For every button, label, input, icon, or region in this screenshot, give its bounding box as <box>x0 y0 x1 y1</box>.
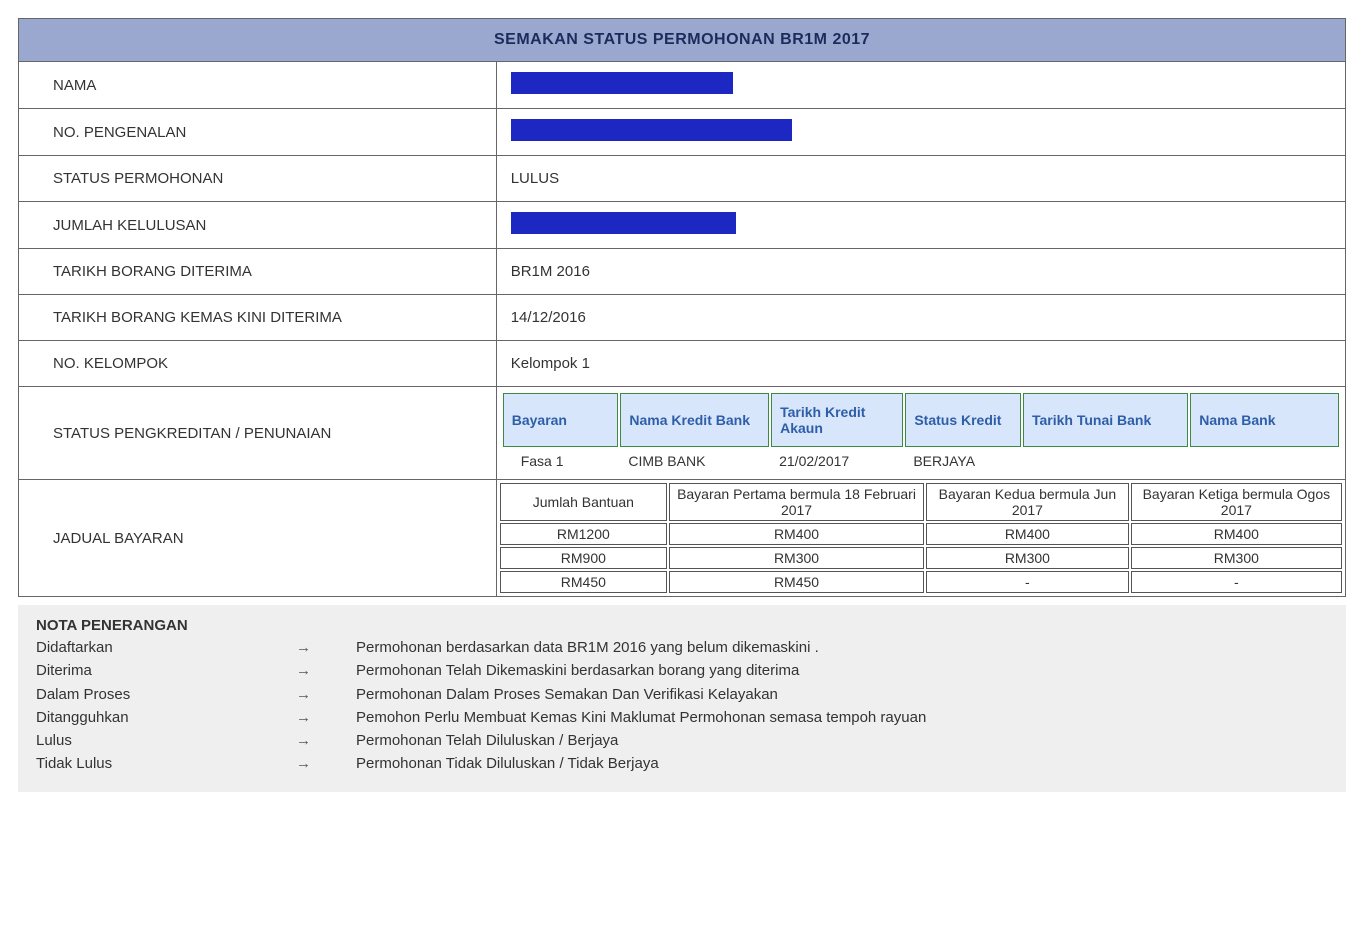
row-jadual: JADUAL BAYARAN Jumlah Bantuan Bayaran Pe… <box>19 480 1346 597</box>
credit-col-nama-bank: Nama Bank <box>1190 393 1339 447</box>
schedule-cell: Jumlah Bantuan Bayaran Pertama bermula 1… <box>496 480 1345 597</box>
credit-row-tarikh-kredit: 21/02/2017 <box>771 449 903 473</box>
credit-row-nama-bank <box>1190 449 1339 473</box>
row-nama: NAMA <box>19 62 1346 109</box>
redacted-jumlah <box>511 212 736 234</box>
sched-r2-jumlah: RM450 <box>500 571 667 593</box>
arrow-icon: → <box>296 636 356 659</box>
notes-desc: Permohonan berdasarkan data BR1M 2016 ya… <box>356 636 1328 659</box>
sched-col-p1: Bayaran Pertama bermula 18 Februari 2017 <box>669 483 924 521</box>
arrow-icon: → <box>296 729 356 752</box>
row-tarikh-borang: TARIKH BORANG DITERIMA BR1M 2016 <box>19 249 1346 295</box>
notes-term: Dalam Proses <box>36 683 296 706</box>
row-ic: NO. PENGENALAN <box>19 109 1346 156</box>
notes-desc: Permohonan Tidak Diluluskan / Tidak Berj… <box>356 752 1328 775</box>
sched-col-p3: Bayaran Ketiga bermula Ogos 2017 <box>1131 483 1342 521</box>
sched-r1-p2: RM300 <box>926 547 1129 569</box>
notes-panel: NOTA PENERANGAN Didaftarkan → Permohonan… <box>18 605 1346 792</box>
sched-r1-p3: RM300 <box>1131 547 1342 569</box>
sched-r0-p3: RM400 <box>1131 523 1342 545</box>
row-kelompok: NO. KELOMPOK Kelompok 1 <box>19 341 1346 387</box>
label-kredit: STATUS PENGKREDITAN / PENUNAIAN <box>19 387 497 480</box>
label-tarikh-kemas: TARIKH BORANG KEMAS KINI DITERIMA <box>19 295 497 341</box>
sched-r1-p1: RM300 <box>669 547 924 569</box>
credit-col-nama-kredit: Nama Kredit Bank <box>620 393 769 447</box>
credit-row-status-kredit: BERJAYA <box>905 449 1021 473</box>
sched-row: RM1200 RM400 RM400 RM400 <box>500 523 1342 545</box>
credit-table: Bayaran Nama Kredit Bank Tarikh Kredit A… <box>501 391 1341 475</box>
sched-r2-p2: - <box>926 571 1129 593</box>
notes-row: Ditangguhkan → Pemohon Perlu Membuat Kem… <box>36 706 1328 729</box>
arrow-icon: → <box>296 752 356 775</box>
label-status: STATUS PERMOHONAN <box>19 156 497 202</box>
arrow-icon: → <box>296 706 356 729</box>
notes-row: Tidak Lulus → Permohonan Tidak Diluluska… <box>36 752 1328 775</box>
notes-row: Lulus → Permohonan Telah Diluluskan / Be… <box>36 729 1328 752</box>
notes-desc: Pemohon Perlu Membuat Kemas Kini Makluma… <box>356 706 1328 729</box>
row-tarikh-kemas: TARIKH BORANG KEMAS KINI DITERIMA 14/12/… <box>19 295 1346 341</box>
redacted-ic <box>511 119 792 141</box>
credit-cell: Bayaran Nama Kredit Bank Tarikh Kredit A… <box>496 387 1345 480</box>
value-kelompok: Kelompok 1 <box>496 341 1345 387</box>
value-nama <box>496 62 1345 109</box>
notes-desc: Permohonan Dalam Proses Semakan Dan Veri… <box>356 683 1328 706</box>
label-nama: NAMA <box>19 62 497 109</box>
status-table: SEMAKAN STATUS PERMOHONAN BR1M 2017 NAMA… <box>18 18 1346 597</box>
label-jadual: JADUAL BAYARAN <box>19 480 497 597</box>
notes-desc: Permohonan Telah Dikemaskini berdasarkan… <box>356 659 1328 682</box>
credit-col-tarikh-kredit: Tarikh Kredit Akaun <box>771 393 903 447</box>
sched-col-jumlah: Jumlah Bantuan <box>500 483 667 521</box>
sched-r2-p1: RM450 <box>669 571 924 593</box>
notes-term: Lulus <box>36 729 296 752</box>
notes-title: NOTA PENERANGAN <box>36 617 1328 634</box>
label-jumlah: JUMLAH KELULUSAN <box>19 202 497 249</box>
value-jumlah <box>496 202 1345 249</box>
redacted-nama <box>511 72 733 94</box>
notes-term: Diterima <box>36 659 296 682</box>
row-jumlah: JUMLAH KELULUSAN <box>19 202 1346 249</box>
credit-row: Fasa 1 CIMB BANK 21/02/2017 BERJAYA <box>503 449 1339 473</box>
arrow-icon: → <box>296 659 356 682</box>
notes-term: Ditangguhkan <box>36 706 296 729</box>
notes-row: Didaftarkan → Permohonan berdasarkan dat… <box>36 636 1328 659</box>
label-tarikh-borang: TARIKH BORANG DITERIMA <box>19 249 497 295</box>
notes-desc: Permohonan Telah Diluluskan / Berjaya <box>356 729 1328 752</box>
value-tarikh-borang: BR1M 2016 <box>496 249 1345 295</box>
credit-col-status-kredit: Status Kredit <box>905 393 1021 447</box>
schedule-table: Jumlah Bantuan Bayaran Pertama bermula 1… <box>498 481 1344 595</box>
credit-row-bayaran: Fasa 1 <box>503 449 619 473</box>
row-kredit: STATUS PENGKREDITAN / PENUNAIAN Bayaran … <box>19 387 1346 480</box>
sched-r1-jumlah: RM900 <box>500 547 667 569</box>
sched-r0-jumlah: RM1200 <box>500 523 667 545</box>
notes-term: Tidak Lulus <box>36 752 296 775</box>
arrow-icon: → <box>296 683 356 706</box>
notes-row: Dalam Proses → Permohonan Dalam Proses S… <box>36 683 1328 706</box>
page-title: SEMAKAN STATUS PERMOHONAN BR1M 2017 <box>19 19 1346 62</box>
credit-row-tarikh-tunai <box>1023 449 1188 473</box>
value-ic <box>496 109 1345 156</box>
value-status: LULUS <box>496 156 1345 202</box>
value-tarikh-kemas: 14/12/2016 <box>496 295 1345 341</box>
credit-row-nama-kredit: CIMB BANK <box>620 449 769 473</box>
sched-r0-p2: RM400 <box>926 523 1129 545</box>
label-ic: NO. PENGENALAN <box>19 109 497 156</box>
notes-row: Diterima → Permohonan Telah Dikemaskini … <box>36 659 1328 682</box>
sched-col-p2: Bayaran Kedua bermula Jun 2017 <box>926 483 1129 521</box>
row-status: STATUS PERMOHONAN LULUS <box>19 156 1346 202</box>
sched-row: RM450 RM450 - - <box>500 571 1342 593</box>
sched-r0-p1: RM400 <box>669 523 924 545</box>
sched-row: RM900 RM300 RM300 RM300 <box>500 547 1342 569</box>
credit-col-tarikh-tunai: Tarikh Tunai Bank <box>1023 393 1188 447</box>
credit-col-bayaran: Bayaran <box>503 393 619 447</box>
sched-r2-p3: - <box>1131 571 1342 593</box>
notes-term: Didaftarkan <box>36 636 296 659</box>
label-kelompok: NO. KELOMPOK <box>19 341 497 387</box>
